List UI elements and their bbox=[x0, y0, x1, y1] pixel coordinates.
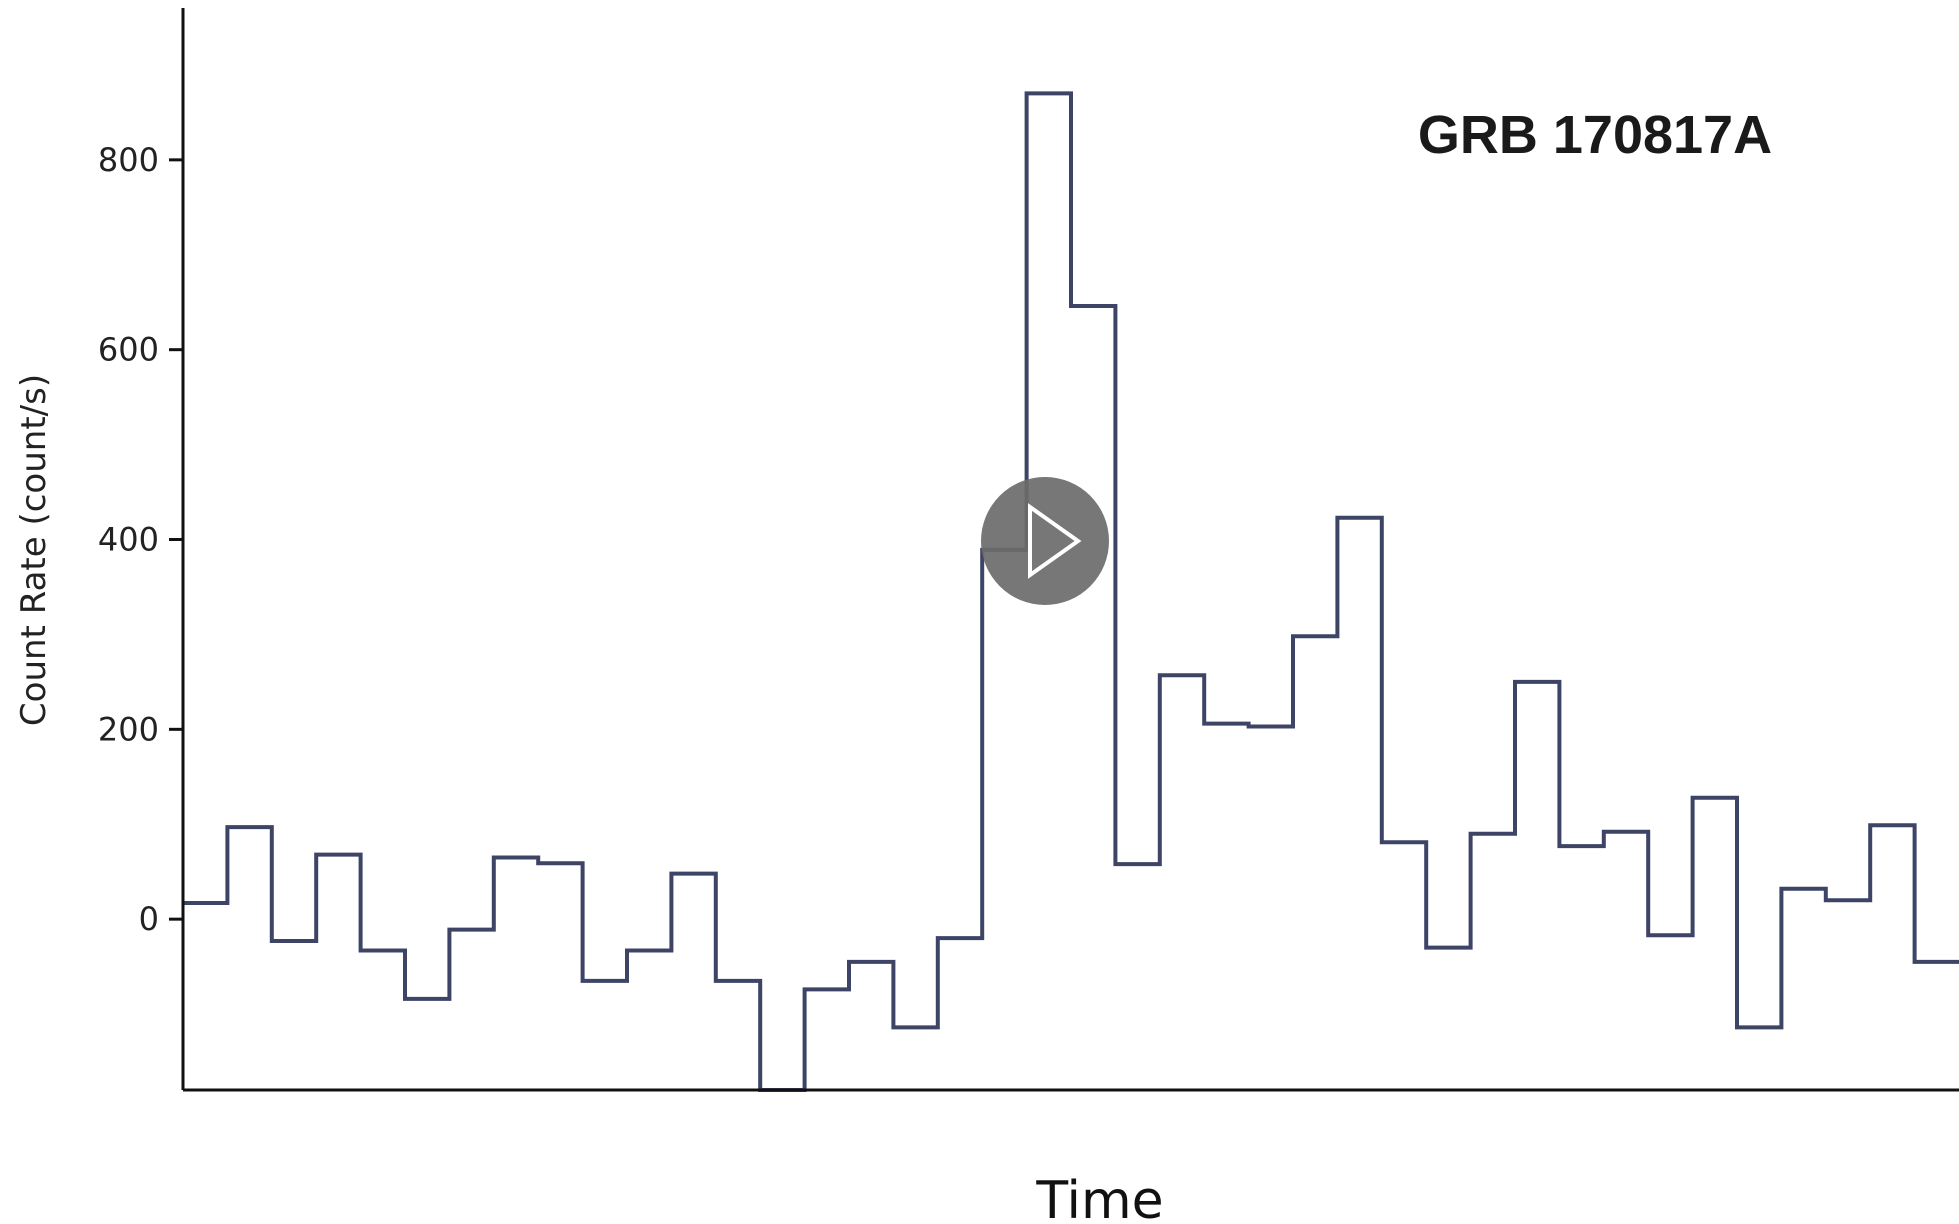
x-axis-label: Time bbox=[1035, 1171, 1163, 1224]
y-tick-label: 400 bbox=[98, 521, 159, 559]
play-button-circle[interactable] bbox=[981, 477, 1109, 605]
y-tick-label: 800 bbox=[98, 141, 159, 179]
y-axis-label: Count Rate (count/s) bbox=[14, 374, 54, 726]
play-icon bbox=[1028, 503, 1082, 579]
count-rate-series-line bbox=[183, 91, 1959, 1092]
y-tick-label: 600 bbox=[98, 331, 159, 369]
play-button[interactable] bbox=[981, 477, 1109, 605]
y-tick-label: 200 bbox=[98, 710, 159, 748]
y-tick-label: 0 bbox=[139, 900, 159, 938]
y-axis-ticks: 0 200 400 600 800 bbox=[98, 141, 183, 938]
burst-annotation: GRB 170817A bbox=[1418, 105, 1772, 165]
